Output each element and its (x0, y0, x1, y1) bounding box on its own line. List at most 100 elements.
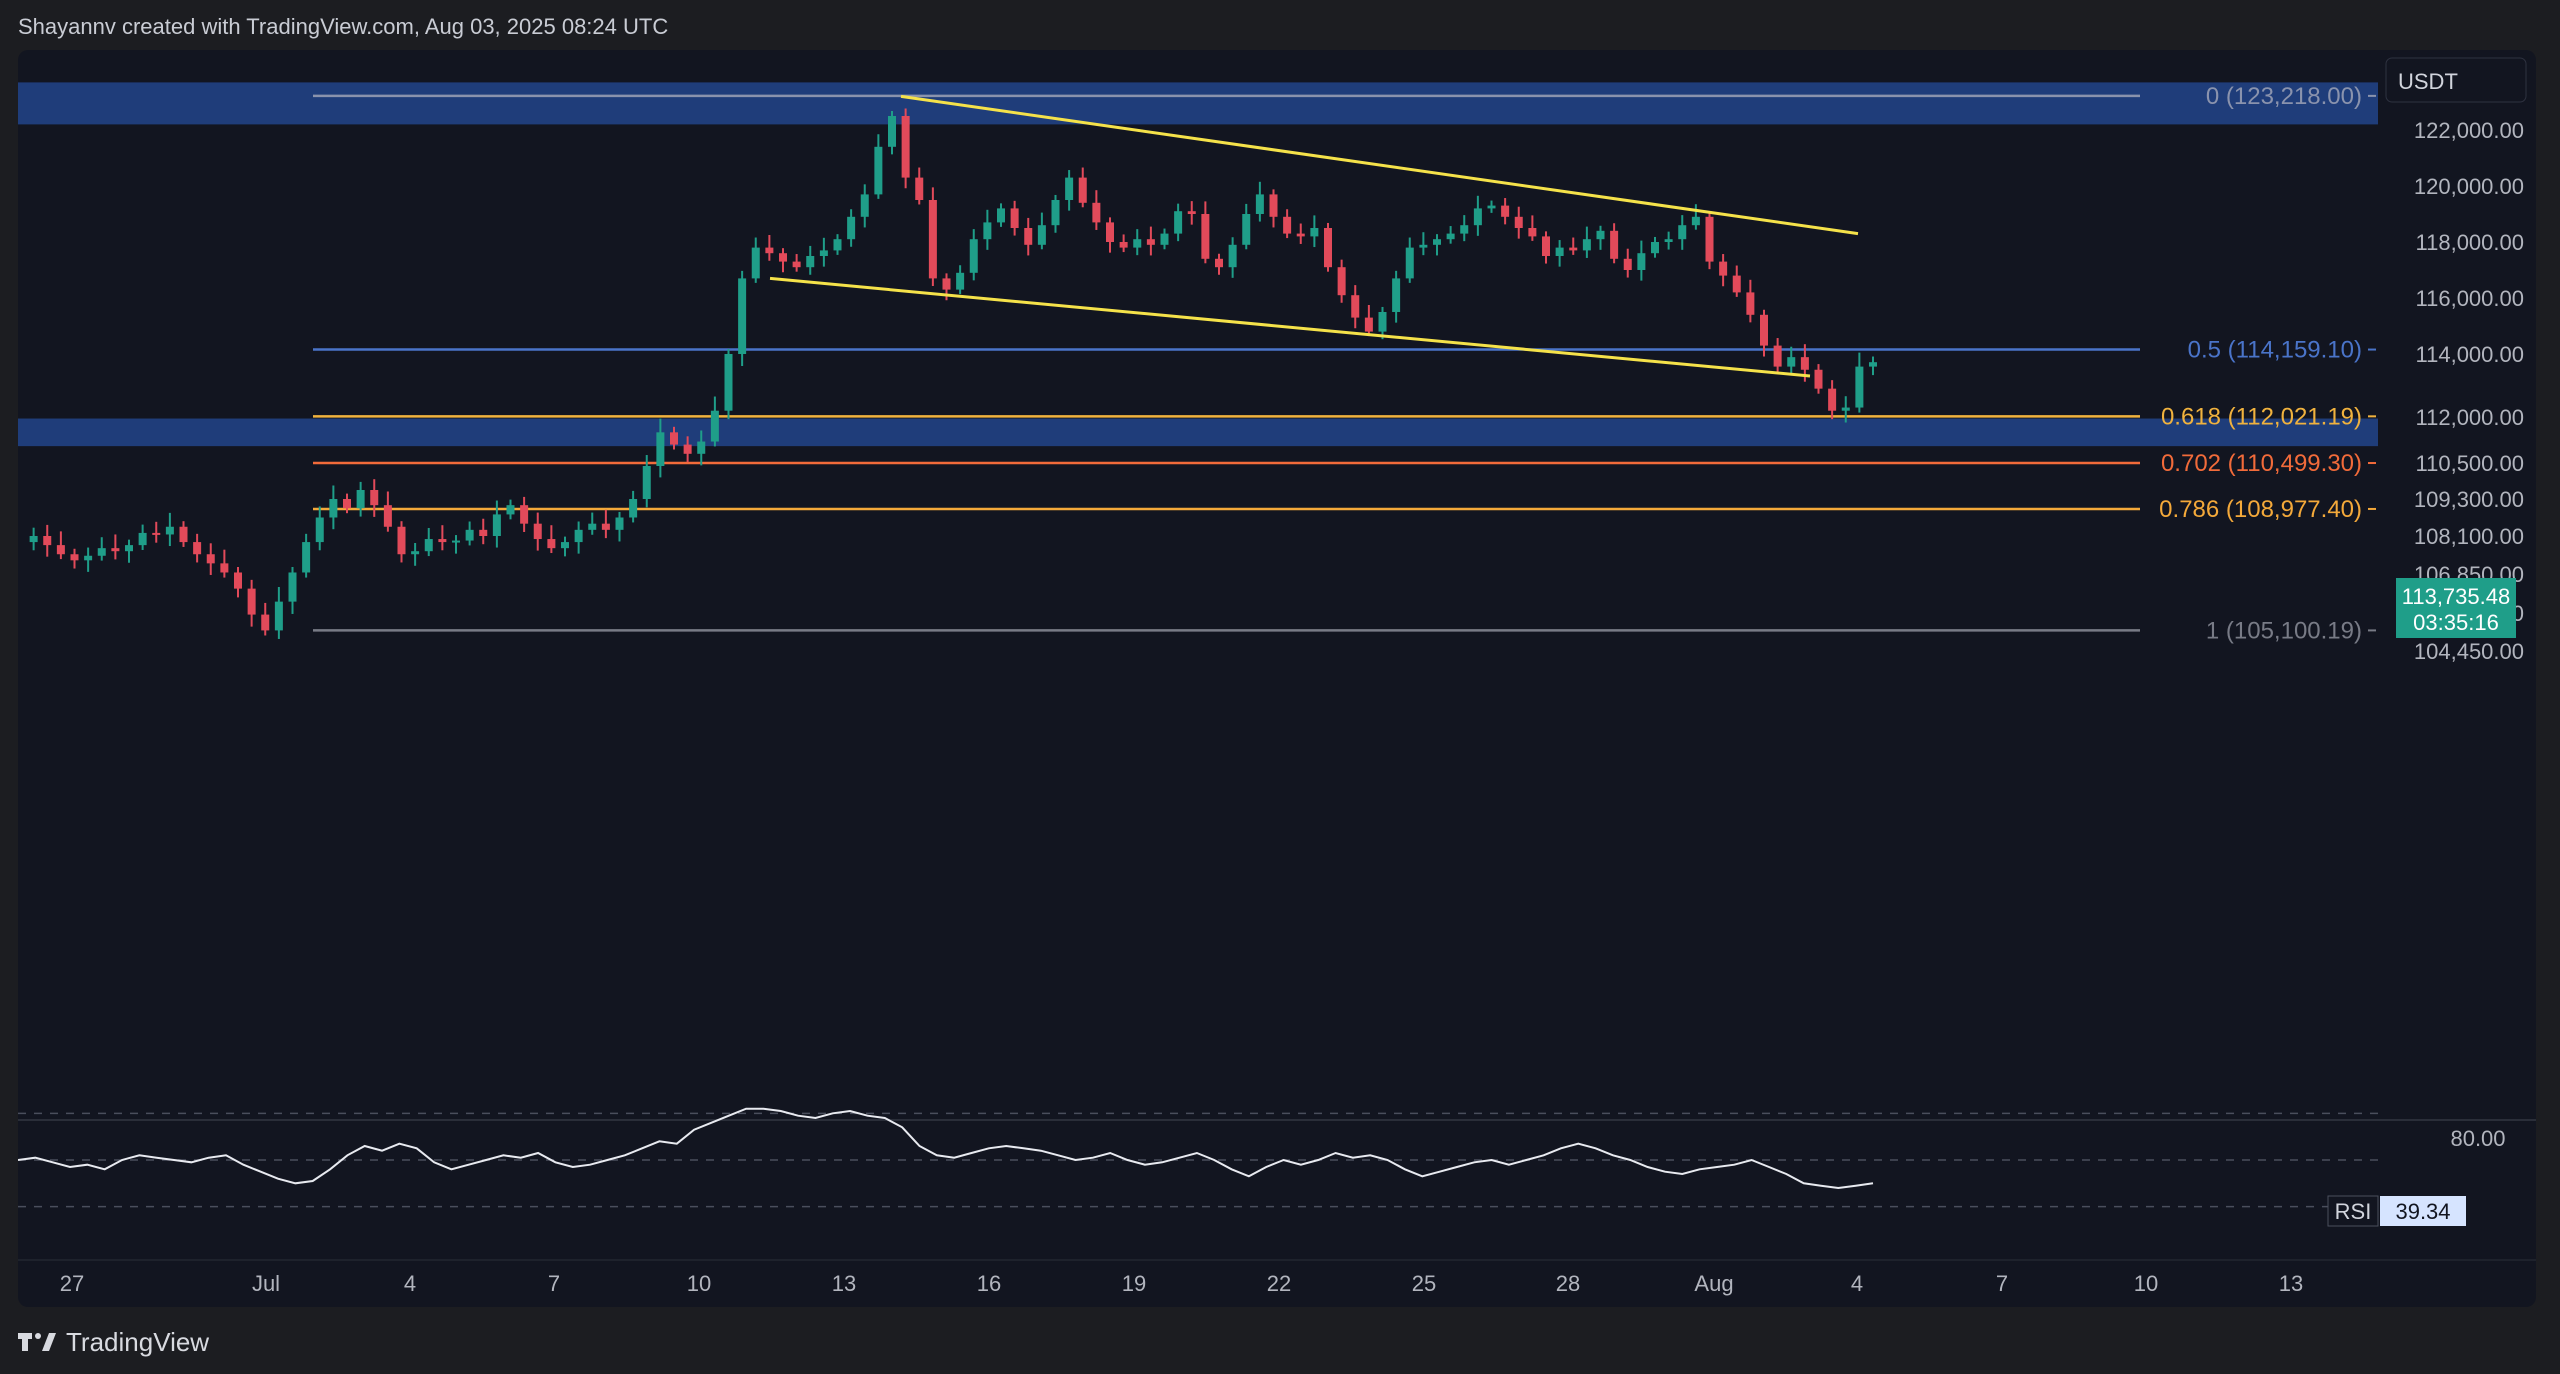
currency-badge[interactable]: USDT (2385, 57, 2527, 103)
candle-body (1146, 239, 1155, 245)
candle-body (588, 523, 597, 530)
candle-body (533, 523, 542, 540)
price-chart[interactable]: 0 (123,218.00) 0.5 (114,159.10) 0.618 (112… (18, 50, 2536, 1307)
rsi-pane[interactable]: 80.00 RSI 39.34 (18, 1107, 2506, 1227)
candle-body (1487, 205, 1496, 209)
candle-body (1869, 362, 1877, 367)
wedge-upper-line (900, 94, 1859, 236)
rsi-line (18, 1107, 1874, 1190)
candle-body (43, 536, 52, 546)
candle-body (56, 545, 65, 555)
price-tick: 118,000.00 (2416, 230, 2524, 255)
candle-body (1296, 233, 1305, 237)
candle-body (710, 410, 719, 442)
candle-body (1174, 211, 1183, 234)
time-tick: 4 (1851, 1271, 1863, 1296)
candle-body (1392, 278, 1401, 312)
candle-body (561, 542, 569, 549)
candle-body (1065, 177, 1074, 200)
candle-body (1787, 357, 1796, 367)
time-axis[interactable]: 27 Jul 4 7 10 13 16 19 22 25 28 Aug 4 7 10 13 (60, 1271, 2303, 1296)
candle-body (1119, 242, 1128, 248)
candle-body (193, 542, 202, 555)
time-tick: 7 (548, 1271, 560, 1296)
candle-body (1010, 208, 1019, 228)
candle-body (261, 614, 270, 631)
candle-body (1691, 216, 1700, 226)
candle-body (234, 572, 242, 589)
time-tick: 22 (1267, 1271, 1291, 1296)
candle-body (1800, 357, 1809, 370)
candle-body (329, 499, 338, 518)
chart-frame[interactable]: 0 (123,218.00) 0.5 (114,159.10) 0.618 (112… (18, 50, 2536, 1307)
candle-body (1364, 317, 1373, 332)
candle-body (411, 551, 420, 555)
price-tick: 110,500.00 (2416, 451, 2524, 476)
candle-body (1092, 202, 1101, 223)
candle-body (574, 529, 583, 543)
wedge-lower-line (769, 276, 1811, 378)
candle-body (724, 354, 733, 411)
time-tick: 4 (404, 1271, 416, 1296)
candle-body (751, 247, 760, 279)
price-tick: 109,300.00 (2414, 487, 2524, 512)
candle-body (997, 208, 1005, 223)
candle-body (1255, 194, 1264, 214)
candle-body (247, 588, 256, 615)
candle-body (1473, 208, 1482, 226)
candle-body (1133, 239, 1142, 248)
fib-levels[interactable]: 0 (123,218.00) 0.5 (114,159.10) 0.618 (112… (313, 83, 2376, 645)
candle-body (915, 177, 924, 200)
candle-body (942, 278, 951, 290)
tradingview-footer[interactable]: TradingView (18, 1322, 209, 1362)
candle-body (1514, 216, 1523, 228)
candle-body (1651, 242, 1659, 254)
candle-body (806, 256, 815, 268)
time-tick: Aug (1694, 1271, 1733, 1296)
candle-body (302, 542, 311, 573)
candle-body (901, 116, 910, 178)
candle-body (370, 490, 379, 506)
candle-body (1773, 345, 1782, 367)
currency-label: USDT (2398, 69, 2458, 94)
candle-body (288, 572, 297, 602)
candle-body (1542, 236, 1550, 256)
price-tick: 116,000.00 (2416, 286, 2524, 311)
candle-body (315, 517, 324, 543)
candle-body (165, 526, 174, 535)
candle-body (84, 555, 93, 561)
price-tick: 104,450.00 (2414, 639, 2524, 664)
candle-body (397, 526, 406, 555)
rsi-tag-box (2327, 1195, 2379, 1227)
candle-body (179, 526, 188, 543)
candle-body (1310, 228, 1319, 237)
time-tick: 28 (1556, 1271, 1580, 1296)
candle-body (343, 499, 351, 509)
candle-body (1419, 244, 1428, 248)
candle-body (70, 554, 79, 561)
bar-countdown: 03:35:16 (2413, 610, 2499, 635)
candle-body (819, 250, 828, 256)
candles[interactable] (29, 108, 1877, 639)
candle-body (847, 216, 856, 240)
candle-body (1283, 216, 1292, 234)
time-tick: 13 (832, 1271, 856, 1296)
candle-body (1187, 211, 1196, 214)
candle-body (1623, 258, 1632, 270)
candle-body (1705, 216, 1714, 262)
candle-body (1106, 222, 1114, 242)
candle-body (111, 548, 120, 552)
candle-body (683, 444, 692, 454)
time-tick: 19 (1122, 1271, 1146, 1296)
candle-body (1732, 275, 1741, 293)
candle-body (1555, 247, 1564, 256)
candle-body (1337, 267, 1346, 296)
candle-body (983, 222, 992, 240)
demand-zone (18, 418, 2378, 447)
time-tick: 10 (687, 1271, 711, 1296)
current-price-label: 113,735.48 03:35:16 (2396, 578, 2516, 638)
candle-body (274, 601, 283, 631)
candle-body (1378, 312, 1387, 332)
price-axis[interactable]: 124,000.00122,000.00120,000.00118,000.00… (2414, 62, 2524, 664)
falling-wedge[interactable] (769, 94, 1859, 378)
